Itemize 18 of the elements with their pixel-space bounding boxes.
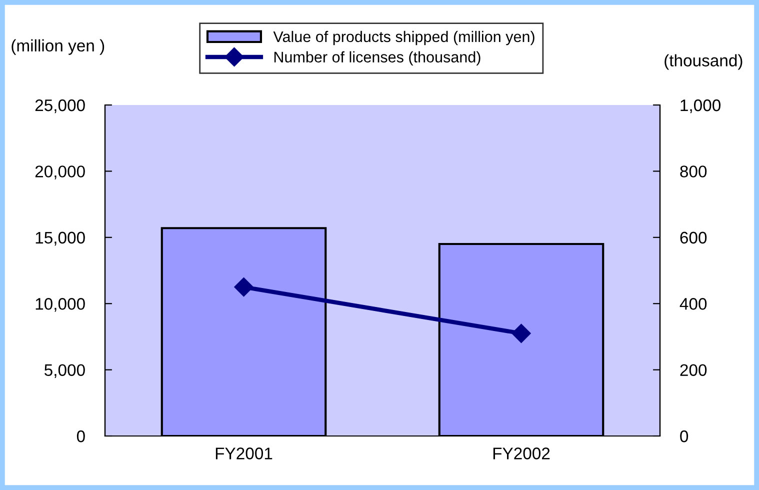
y2-tick-label: 600 — [680, 232, 707, 244]
x-tick-label: FY2001 — [216, 448, 272, 460]
y-tick-label: 25,000 — [35, 99, 85, 114]
y2-tick-label: 0 — [680, 430, 688, 442]
legend-label: Number of licenses (thousand) — [274, 51, 480, 66]
legend-label: Value of products shipped (million yen) — [273, 30, 534, 46]
y-tick-label: 15,000 — [36, 232, 85, 246]
y-tick-label: 10,000 — [36, 298, 85, 312]
y2-tick-label: 200 — [680, 364, 707, 376]
y2-tick-label: 400 — [680, 298, 707, 310]
y-tick-label: 20,000 — [35, 166, 85, 180]
y-tick-label: 5,000 — [44, 364, 85, 378]
y-axis-title: (million yen ) — [12, 39, 104, 55]
y2-tick-label: 800 — [680, 166, 707, 178]
y2-tick-label: 1,000 — [680, 99, 720, 114]
x-tick-label: FY2002 — [493, 448, 550, 460]
y-tick-label: 0 — [76, 430, 85, 442]
y2-axis-title: (thousand) — [664, 54, 742, 70]
